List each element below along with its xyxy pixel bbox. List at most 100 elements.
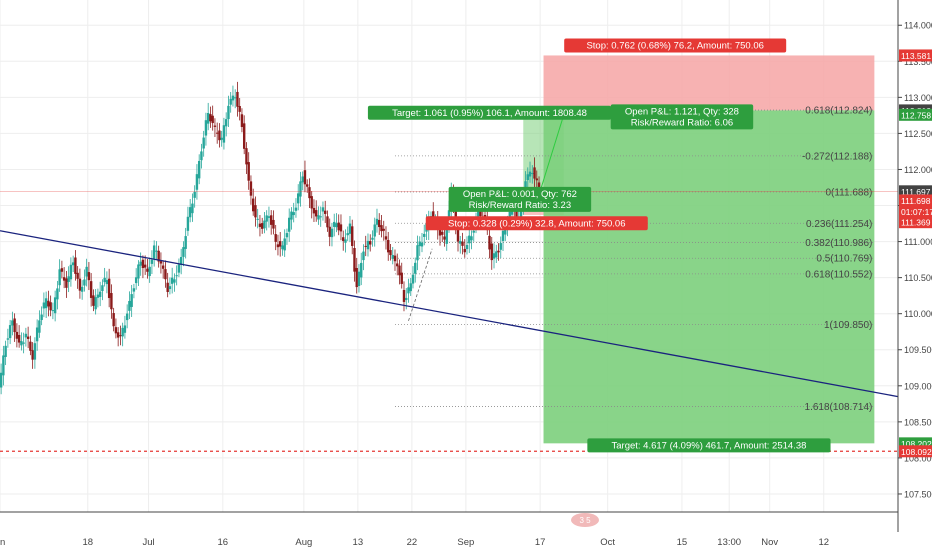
candle-body — [222, 125, 226, 143]
candle-body — [204, 120, 208, 136]
price-badge-bg — [899, 205, 932, 218]
candle-body — [456, 227, 460, 242]
candle-body — [218, 130, 221, 141]
candle-body — [279, 241, 282, 247]
candle-body — [76, 272, 79, 279]
long-stop-label-bg[interactable] — [425, 216, 648, 231]
candle-body — [4, 345, 7, 357]
time-tick-label: 16 — [218, 537, 229, 548]
candle-body — [488, 235, 491, 250]
candle-body — [468, 235, 471, 244]
candle-body — [346, 233, 349, 236]
short-target-label[interactable]: Target: 4.617 (4.09%) 461.7, Amount: 251… — [587, 438, 831, 453]
short-target-label-text[interactable]: Target: 4.617 (4.09%) 461.7, Amount: 251… — [612, 440, 807, 451]
candle-body — [267, 216, 271, 218]
candle-body — [150, 259, 154, 264]
candle-body — [6, 338, 10, 340]
candle-body — [62, 277, 66, 281]
price-badge: 108.202 — [901, 439, 932, 449]
candle-body — [58, 269, 61, 286]
price-badge-bg — [899, 185, 932, 198]
candle-body — [24, 333, 28, 338]
price-badge: 111.369 — [901, 218, 931, 228]
candle-body — [409, 283, 412, 292]
candle-body — [438, 227, 442, 236]
long-stop-label[interactable]: Stop: 0.328 (0.29%) 32.8, Amount: 750.06 — [425, 216, 648, 231]
candle-body — [17, 334, 21, 343]
candle-body — [371, 237, 374, 240]
price-badge: 112.758 — [901, 110, 931, 120]
candle-body — [407, 287, 410, 294]
short-stop-label-text[interactable]: Stop: 0.762 (0.68%) 76.2, Amount: 750.06 — [586, 40, 763, 51]
price-badge: 108.092 — [901, 447, 932, 457]
candle-body — [121, 327, 124, 337]
candle-body — [31, 350, 34, 360]
watermark-text: 3 5 — [579, 516, 591, 525]
candle-body — [92, 295, 95, 306]
candle-body — [369, 241, 372, 245]
price-tick-label: 109.000 — [904, 381, 932, 391]
candle-body — [459, 240, 462, 244]
candle-body — [209, 114, 212, 122]
candle-body — [499, 243, 502, 250]
candle-body — [134, 277, 138, 284]
short-stop-label[interactable]: Stop: 0.762 (0.68%) 76.2, Amount: 750.06 — [564, 38, 787, 53]
long-stop-label-text[interactable]: Stop: 0.328 (0.29%) 32.8, Amount: 750.06 — [448, 218, 625, 229]
candle-body — [125, 313, 129, 321]
candle-body — [155, 250, 158, 252]
candle-body — [191, 203, 194, 214]
candle-body — [206, 113, 210, 124]
trendline[interactable] — [0, 230, 899, 398]
long-pnl-label-text[interactable]: Risk/Reward Ratio: 3.23 — [469, 200, 571, 211]
short-target-label-bg[interactable] — [587, 438, 831, 453]
short-pnl-label-bg[interactable] — [610, 104, 754, 130]
candle-body — [65, 278, 68, 288]
fib-retracement[interactable]: 0.618(112.824) -0.272(112.188) 0(111.688) 0… — [394, 106, 875, 413]
candle-body — [143, 264, 147, 268]
candle-body — [227, 105, 230, 120]
candle-body — [8, 325, 12, 339]
time-tick-label: 13:00 — [717, 537, 741, 548]
long-target-label-text[interactable]: Target: 1.061 (0.95%) 106.1, Amount: 180… — [392, 108, 587, 119]
price-tick-label: 108.000 — [904, 453, 932, 463]
candle-body — [402, 289, 406, 302]
price-badge-bg — [899, 194, 932, 207]
candle-body — [362, 251, 365, 261]
candle-body — [20, 341, 23, 346]
short-pnl-label-text[interactable]: Risk/Reward Ratio: 6.06 — [631, 117, 733, 128]
long-pnl-label-text[interactable]: Open P&L: 0.001, Qty: 762 — [463, 189, 577, 200]
candle-body — [236, 91, 239, 107]
candle-body — [33, 343, 37, 360]
candle-body — [441, 231, 444, 235]
long-pnl-label-bg[interactable] — [448, 186, 592, 212]
candle-body — [114, 327, 118, 334]
candle-body — [357, 271, 361, 287]
candle-body — [238, 106, 241, 112]
candle-body — [22, 342, 25, 344]
candle-body — [497, 250, 500, 253]
candle-body — [326, 216, 329, 228]
candle-body — [215, 132, 219, 134]
long-target-label[interactable]: Target: 1.061 (0.95%) 106.1, Amount: 180… — [367, 105, 612, 120]
trade-labels[interactable]: Stop: 0.762 (0.68%) 76.2, Amount: 750.06… — [367, 38, 831, 453]
candle-body — [130, 294, 133, 307]
fib-level-label: 0.5(110.769) — [816, 254, 872, 265]
candle-body — [80, 286, 84, 292]
candle-body — [290, 211, 293, 220]
candle-body — [213, 125, 217, 127]
watermark-logo — [571, 513, 599, 527]
candle-body — [272, 219, 275, 229]
candle-body — [89, 281, 93, 298]
short-pnl-label-text[interactable]: Open P&L: 1.121, Qty: 328 — [625, 106, 739, 117]
candle-body — [229, 98, 232, 105]
candle-body — [396, 263, 399, 267]
short-stop-label-bg[interactable] — [564, 38, 787, 53]
trade-zones — [523, 55, 875, 444]
long-target-label-bg[interactable] — [367, 105, 612, 120]
candle-body — [288, 217, 291, 232]
candle-body — [495, 251, 498, 258]
